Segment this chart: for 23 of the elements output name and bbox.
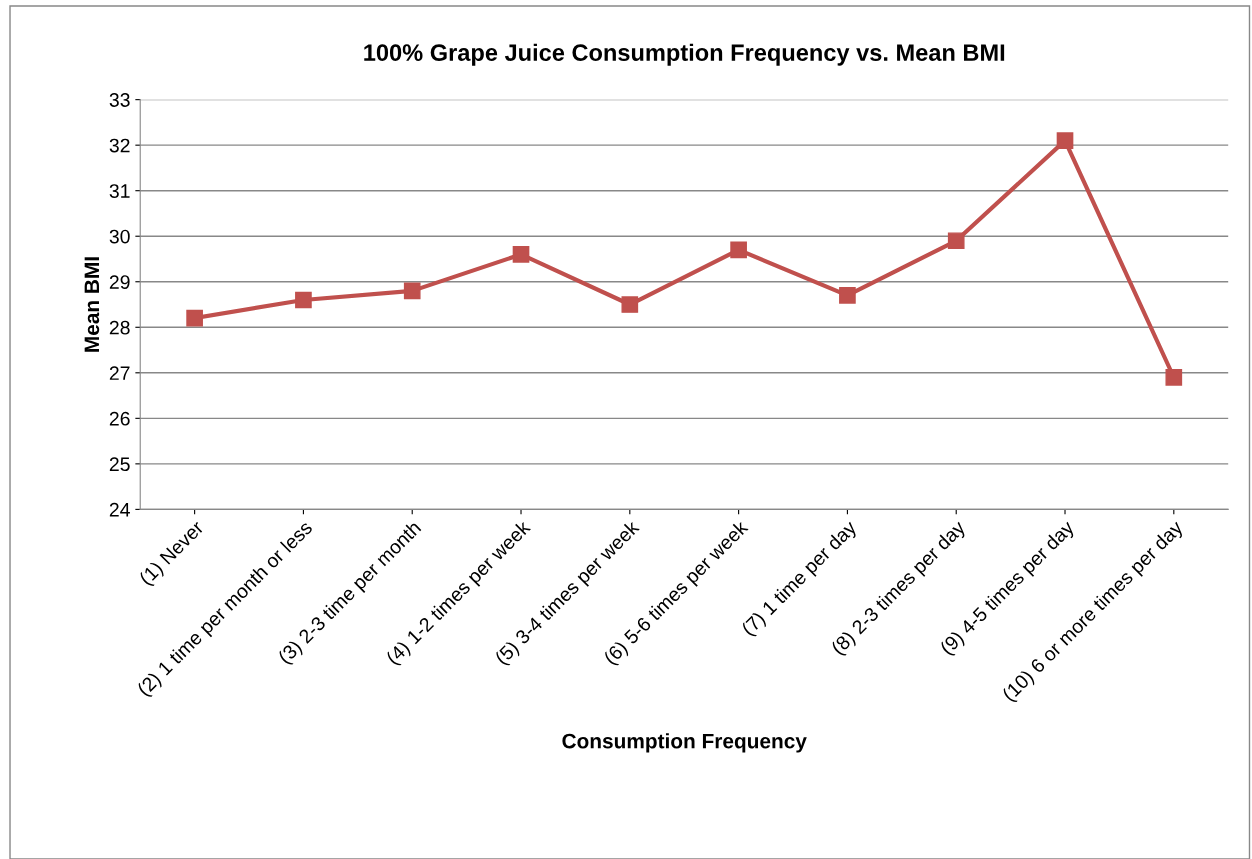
y-tick-label: 25 <box>109 457 130 472</box>
point <box>947 232 965 250</box>
y-tick-label: 28 <box>109 320 130 335</box>
point <box>621 296 639 313</box>
y-tick-label: 32 <box>109 138 130 153</box>
y-tick-label: 33 <box>109 93 130 107</box>
y-tick-label: 29 <box>109 275 130 289</box>
point <box>1165 369 1183 386</box>
point <box>512 246 530 263</box>
y-tick-label: 24 <box>109 502 130 517</box>
point <box>403 282 421 300</box>
point <box>186 309 203 327</box>
chart-title: 100% Grape Juice Consumption Frequency vs. Mean BMI <box>364 43 1005 66</box>
point <box>1056 132 1074 149</box>
y-tick-label: 30 <box>109 229 130 244</box>
y-tick-label: 26 <box>109 411 130 426</box>
x-axis-title: Consumption Frequency <box>562 733 807 753</box>
point <box>839 287 856 304</box>
point <box>730 241 747 259</box>
y-tick-label: 27 <box>109 366 130 380</box>
point <box>295 291 312 309</box>
y-tick-label: 31 <box>109 184 130 198</box>
y-axis-title: Mean BMI <box>84 257 100 352</box>
